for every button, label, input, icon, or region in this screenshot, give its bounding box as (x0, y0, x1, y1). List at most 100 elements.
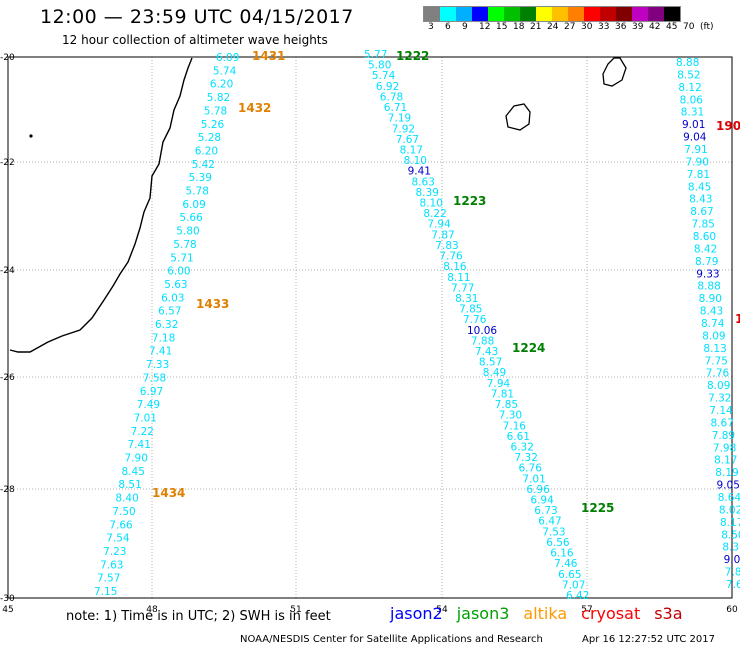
swh-observation: 5.80 (368, 60, 391, 72)
swh-observation: 6.42 (566, 590, 589, 602)
swh-observation: 5.78 (186, 186, 209, 198)
swh-observation: 7.22 (131, 426, 154, 438)
scale-swatch (584, 7, 600, 21)
swh-observation: 5.74 (213, 65, 237, 77)
swh-observation: 7.49 (137, 399, 160, 411)
swh-observation: 7.81 (687, 169, 710, 181)
satellite-name: s3a (654, 604, 683, 623)
swh-observation: 6.56 (546, 537, 570, 549)
satellite-name: altika (523, 604, 568, 623)
swh-observation: 5.66 (179, 212, 203, 224)
swh-observation: 7.94 (487, 378, 511, 390)
swh-observation: 8.39 (416, 187, 439, 199)
scale-label: 18 (513, 22, 525, 32)
swh-observation: 8.31 (681, 107, 704, 119)
swh-observation: 8.31 (455, 293, 478, 305)
swh-observation: 7.57 (97, 573, 120, 585)
swh-observation: 8.43 (689, 194, 712, 206)
swh-observation: 6.16 (550, 548, 574, 560)
swh-observation: 5.80 (176, 226, 199, 238)
swh-observation: 8.63 (412, 176, 435, 188)
swh-observation: 8.17 (720, 517, 740, 529)
wave-height-color-scale (423, 6, 681, 22)
pass-time-label: 1433 (196, 297, 229, 311)
swh-observation: 7.87 (431, 229, 454, 241)
swh-observation: 8.17 (714, 455, 737, 467)
swh-observation: 8.06 (680, 94, 704, 106)
swh-observation: 5.28 (198, 132, 221, 144)
footer-date: Apr 16 12:27:52 UTC 2017 (582, 634, 715, 645)
swh-observation: 6.65 (558, 569, 581, 581)
swh-observation: 6.92 (376, 81, 399, 93)
page-subtitle: 12 hour collection of altimeter wave hei… (62, 33, 328, 47)
swh-observation: 9.04 (683, 132, 707, 144)
swh-observation: 7.77 (451, 282, 474, 294)
swh-observation: 8.40 (115, 493, 138, 505)
swh-observation: 7.50 (112, 506, 135, 518)
swh-observation: 6.20 (195, 145, 218, 157)
satellite-name: jason3 (456, 604, 510, 623)
latitude-label: -26 (0, 373, 15, 383)
longitude-label: 45 (2, 605, 13, 615)
longitude-label: 51 (290, 605, 301, 615)
swh-observation: 8.11 (447, 272, 470, 284)
swh-observation: 6.03 (161, 292, 184, 304)
swh-observation: 7.58 (143, 372, 166, 384)
scale-label: 6 (445, 22, 451, 32)
mauritius-island (602, 57, 627, 87)
scale-swatch (472, 7, 488, 21)
pass-time-label: 1223 (453, 194, 486, 208)
scale-label: 27 (564, 22, 576, 32)
satellite-legend: jason2 jason3 altika cryosat s3a (390, 604, 697, 623)
swh-observation: 8.88 (697, 281, 720, 293)
pass-time-label: 190 (716, 119, 740, 133)
scale-swatch (424, 7, 440, 21)
swh-observation: 8.36 (722, 542, 740, 554)
altimeter-tracks: 6.095.746.205.825.785.265.286.205.425.39… (94, 49, 740, 602)
swh-observation: 7.63 (726, 579, 740, 591)
swh-observation: 7.85 (459, 304, 482, 316)
scale-swatch (664, 7, 680, 21)
swh-observation: 8.10 (420, 198, 443, 210)
scale-swatch (440, 7, 456, 21)
swh-observation: 5.63 (164, 279, 187, 291)
scale-label: 45 (666, 22, 678, 32)
swh-observation: 8.67 (690, 206, 713, 218)
scale-swatch (648, 7, 664, 21)
swh-observation: 8.09 (707, 380, 730, 392)
swh-observation: 8.16 (443, 261, 467, 273)
latitude-label: -24 (0, 266, 15, 276)
color-scale-labels: 3 6 9 12 15 18 21 24 27 30 33 36 39 42 45 70 (ft) (423, 22, 740, 36)
pass-time-label: 1434 (152, 486, 185, 500)
pass-time-label: 1432 (238, 101, 271, 115)
swh-observation: 7.75 (705, 355, 728, 367)
swh-observation: 9.01 (724, 554, 740, 566)
swh-observation: 8.60 (693, 231, 716, 243)
swh-observation: 7.16 (503, 420, 527, 432)
swh-observation: 7.63 (100, 559, 123, 571)
coastline (9, 57, 627, 353)
swh-observation: 8.45 (122, 466, 145, 478)
swh-observation: 8.17 (400, 145, 423, 157)
scale-swatch (456, 7, 472, 21)
swh-observation: 8.64 (718, 492, 740, 504)
swh-observation: 8.67 (711, 417, 734, 429)
latitude-label: -22 (0, 158, 15, 168)
scale-label: 9 (462, 22, 468, 32)
swh-observation: 7.01 (522, 473, 545, 485)
pass-time-label: 1222 (396, 49, 429, 63)
swh-observation: 9.33 (696, 268, 719, 280)
satellite-name: jason2 (390, 604, 443, 623)
swh-observation: 7.66 (109, 519, 133, 531)
swh-observation: 7.41 (149, 346, 172, 358)
swh-observation: 6.94 (530, 495, 554, 507)
scale-swatch (504, 7, 520, 21)
scale-label: 36 (615, 22, 627, 32)
scale-label: 3 (428, 22, 434, 32)
swh-observation: 7.43 (475, 346, 498, 358)
scale-label: 70 (683, 22, 695, 32)
swh-observation: 6.32 (511, 442, 534, 454)
scale-swatch (568, 7, 584, 21)
swh-observation: 7.14 (709, 405, 733, 417)
